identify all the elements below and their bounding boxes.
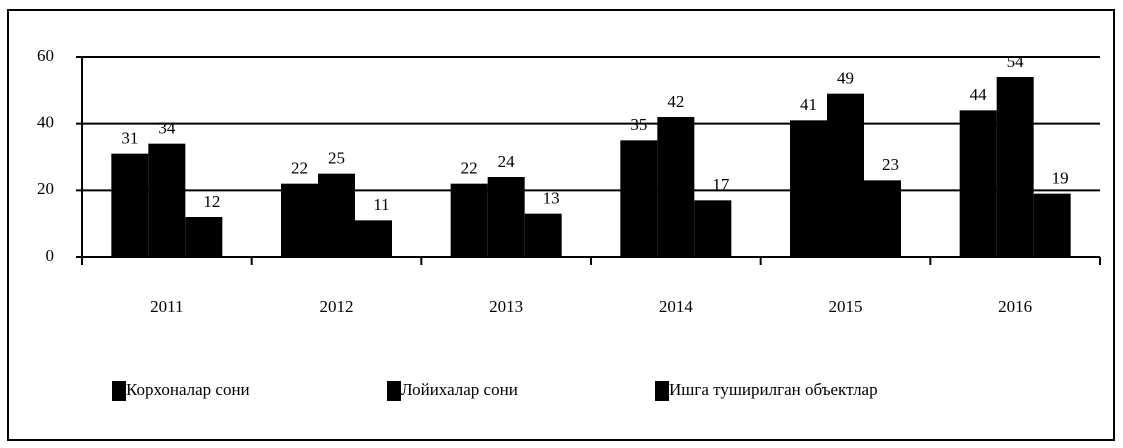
x-tick-label: 2015 bbox=[829, 297, 863, 316]
data-label: 44 bbox=[970, 85, 988, 104]
chart-border bbox=[7, 9, 1115, 441]
x-tick-label: 2011 bbox=[150, 297, 183, 316]
data-label: 13 bbox=[543, 189, 560, 208]
data-label: 31 bbox=[121, 129, 138, 148]
bar bbox=[996, 77, 1034, 257]
data-label: 25 bbox=[328, 149, 345, 168]
bar bbox=[620, 140, 658, 257]
bar bbox=[281, 183, 318, 257]
data-label: 41 bbox=[800, 95, 817, 114]
legend-label: Корхоналар сони bbox=[126, 380, 250, 399]
y-tick-label: 20 bbox=[37, 179, 54, 198]
data-label: 22 bbox=[461, 159, 478, 178]
data-label: 34 bbox=[158, 119, 176, 138]
data-label: 17 bbox=[712, 175, 730, 194]
data-label: 19 bbox=[1052, 169, 1069, 188]
legend-swatch bbox=[112, 381, 126, 401]
y-tick-label: 40 bbox=[37, 113, 54, 132]
data-label: 49 bbox=[837, 69, 854, 88]
bar bbox=[524, 213, 562, 257]
x-tick-label: 2016 bbox=[998, 297, 1032, 316]
bar bbox=[355, 220, 392, 257]
x-tick-label: 2012 bbox=[320, 297, 354, 316]
data-label: 35 bbox=[630, 115, 647, 134]
bar bbox=[318, 173, 355, 257]
bar bbox=[148, 143, 186, 257]
bar bbox=[450, 183, 488, 257]
y-tick-label: 0 bbox=[46, 246, 55, 265]
bar bbox=[959, 110, 997, 257]
bar bbox=[657, 117, 695, 257]
bar bbox=[185, 217, 223, 257]
bar bbox=[111, 153, 149, 257]
legend-label: Лойихалар сони bbox=[401, 380, 518, 399]
y-tick-label: 60 bbox=[37, 46, 54, 65]
bar bbox=[790, 120, 827, 257]
legend-swatch bbox=[655, 381, 669, 401]
bar bbox=[1033, 193, 1071, 257]
bar bbox=[827, 93, 864, 258]
data-label: 42 bbox=[667, 92, 684, 111]
x-tick-label: 2013 bbox=[489, 297, 523, 316]
x-tick-label: 2014 bbox=[659, 297, 694, 316]
bar bbox=[864, 180, 901, 257]
data-label: 24 bbox=[498, 152, 516, 171]
data-label: 11 bbox=[373, 195, 389, 214]
bar bbox=[694, 200, 732, 257]
data-label: 12 bbox=[203, 192, 220, 211]
legend-swatch bbox=[387, 381, 401, 401]
data-label: 23 bbox=[882, 155, 899, 174]
legend-label: Ишга туширилган объектлар bbox=[669, 380, 878, 399]
data-label: 54 bbox=[1007, 52, 1025, 71]
bar bbox=[487, 177, 525, 257]
data-label: 22 bbox=[291, 159, 308, 178]
